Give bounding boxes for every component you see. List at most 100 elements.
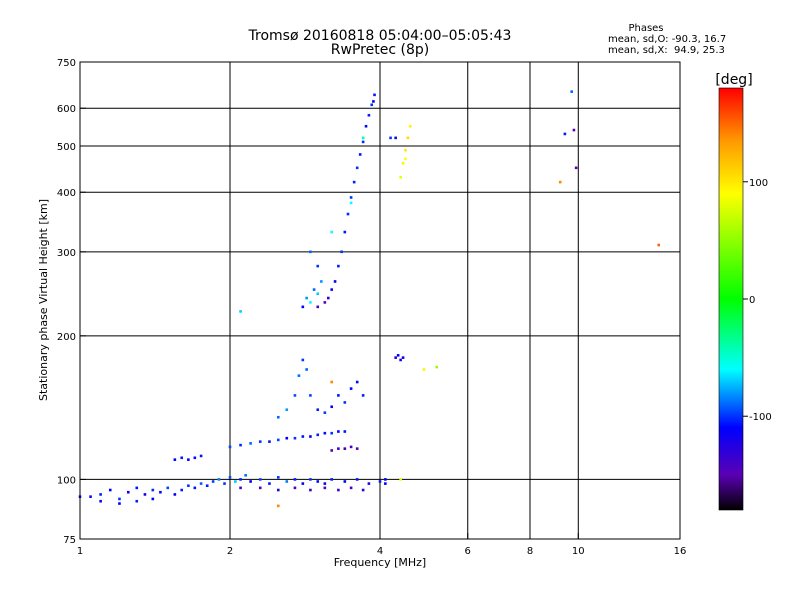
data-point <box>396 354 400 357</box>
data-point <box>258 478 262 481</box>
data-point <box>330 405 334 409</box>
grid-lines <box>80 62 680 539</box>
data-point <box>333 280 337 283</box>
data-point <box>217 478 221 481</box>
data-point <box>330 288 334 291</box>
data-point <box>346 212 350 216</box>
data-point <box>151 497 155 501</box>
data-point <box>316 433 320 437</box>
y-tick-label: 600 <box>57 104 76 115</box>
data-point <box>199 482 203 485</box>
data-point <box>239 310 242 313</box>
data-point <box>349 486 353 490</box>
data-point <box>343 447 347 450</box>
data-point <box>378 480 382 483</box>
data-point <box>316 264 320 268</box>
data-point <box>657 243 660 247</box>
data-point <box>187 458 190 461</box>
data-point <box>316 480 320 483</box>
data-point <box>249 442 252 445</box>
data-point <box>239 486 242 490</box>
data-point <box>258 440 262 443</box>
data-point <box>349 196 353 199</box>
data-point <box>394 356 397 359</box>
data-point <box>367 482 371 485</box>
data-point <box>389 136 392 140</box>
data-point <box>323 482 327 485</box>
data-point <box>297 374 301 377</box>
data-point <box>337 488 340 492</box>
x-axis-label: Frequency [MHz] <box>334 556 426 569</box>
data-point <box>143 493 147 496</box>
data-point <box>330 449 334 452</box>
data-point <box>399 478 402 481</box>
data-point <box>159 490 162 494</box>
data-point <box>268 482 271 485</box>
data-point <box>193 486 197 490</box>
data-point <box>337 447 340 450</box>
data-point <box>358 153 362 156</box>
data-point <box>404 157 407 161</box>
data-point <box>151 488 155 492</box>
x-tick-label: 6 <box>465 546 471 557</box>
data-point <box>99 499 102 503</box>
data-point <box>337 430 340 433</box>
data-point <box>108 488 112 492</box>
data-point <box>268 440 271 443</box>
data-point <box>293 394 297 397</box>
data-point <box>352 180 356 184</box>
data-point <box>373 93 376 97</box>
data-point <box>399 175 402 179</box>
data-point <box>435 365 439 369</box>
data-point <box>228 476 232 479</box>
y-tick-label: 75 <box>63 535 76 546</box>
data-point <box>404 148 407 152</box>
y-tick-label: 400 <box>57 188 76 199</box>
data-point <box>361 488 365 492</box>
y-tick-label: 300 <box>57 248 76 259</box>
data-point <box>422 368 426 371</box>
x-tick-label: 10 <box>572 546 585 557</box>
data-point <box>355 478 359 481</box>
data-point <box>211 480 215 483</box>
data-point <box>323 486 327 490</box>
data-point <box>285 480 289 483</box>
data-point <box>301 482 305 485</box>
data-point <box>301 358 305 362</box>
data-point <box>370 103 374 107</box>
data-point <box>276 438 280 442</box>
y-tick-label: 100 <box>57 475 76 486</box>
data-point <box>574 166 578 170</box>
data-point <box>285 436 289 440</box>
data-point <box>408 124 412 128</box>
data-point <box>355 166 359 170</box>
data-point <box>180 456 184 460</box>
data-point <box>173 458 177 461</box>
data-point <box>343 401 347 404</box>
data-point <box>384 482 387 485</box>
data-point <box>305 368 308 371</box>
colorbar-tick-label: -100 <box>749 412 772 423</box>
data-point <box>99 493 102 496</box>
data-point <box>285 408 289 412</box>
data-point <box>364 124 368 128</box>
data-point <box>301 305 305 309</box>
colorbar-tick-label: 100 <box>749 178 768 189</box>
y-tick-label: 750 <box>57 58 76 69</box>
data-point <box>239 478 242 481</box>
data-point <box>401 161 405 165</box>
data-point <box>276 476 280 479</box>
data-point <box>355 380 359 384</box>
data-point <box>135 499 139 503</box>
data-point <box>239 443 242 447</box>
data-point <box>558 180 562 184</box>
data-point <box>309 435 312 438</box>
colorbar-ticks: 100 0 -100 <box>743 178 772 423</box>
data-point <box>180 488 184 492</box>
data-point <box>193 456 197 460</box>
data-point <box>323 411 327 414</box>
data-point <box>406 136 410 140</box>
data-point <box>327 296 330 300</box>
data-point <box>355 447 359 450</box>
data-point <box>118 502 121 505</box>
